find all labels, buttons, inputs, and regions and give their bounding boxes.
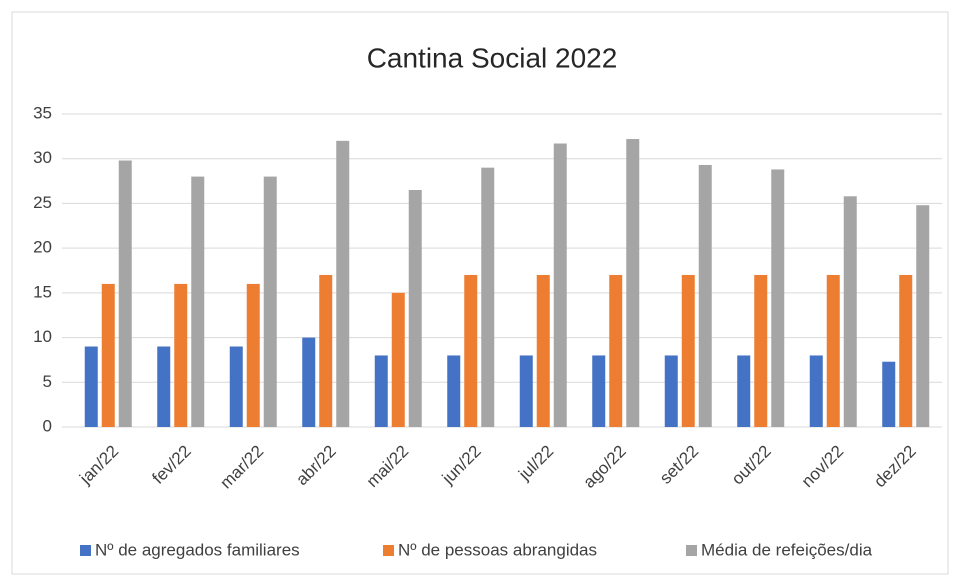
bar [229,346,243,427]
bar [882,361,896,427]
bar [609,274,623,427]
legend-label: Média de refeições/dia [701,540,873,559]
bar [626,139,640,428]
bar [843,196,857,427]
y-tick-label: 30 [33,148,52,167]
bar [84,346,98,427]
bar [826,274,840,427]
bar [319,274,333,427]
bar [681,274,695,427]
bar [374,355,388,427]
bar [447,355,461,427]
bar [737,355,751,427]
bar [263,176,277,427]
bar [592,355,606,427]
bar [664,355,678,427]
bar [771,169,785,427]
bar [519,355,533,427]
bar [481,167,495,427]
bar [553,143,567,428]
bar [101,283,115,427]
bar [916,205,930,427]
bar [698,164,712,427]
y-tick-label: 0 [43,416,52,435]
bar [408,190,422,427]
bar [464,274,478,427]
y-tick-label: 15 [33,282,52,301]
legend-swatch [686,545,697,556]
legend-swatch [383,545,394,556]
legend-label: Nº de pessoas abrangidas [398,540,597,559]
bar [191,176,205,427]
bar [246,283,260,427]
bar [174,283,188,427]
bar [809,355,823,427]
bar [118,160,132,427]
y-tick-label: 5 [43,372,52,391]
bar [899,274,913,427]
bar [754,274,768,427]
bar [536,274,550,427]
legend-swatch [80,545,91,556]
y-tick-label: 35 [33,103,52,122]
bar [302,337,316,427]
y-tick-label: 20 [33,238,52,257]
y-tick-label: 25 [33,193,52,212]
bar [391,292,405,427]
bar [157,346,171,427]
legend-label: Nº de agregados familiares [95,540,300,559]
bar [336,140,350,428]
chart-title: Cantina Social 2022 [367,42,618,73]
y-tick-label: 10 [33,327,52,346]
